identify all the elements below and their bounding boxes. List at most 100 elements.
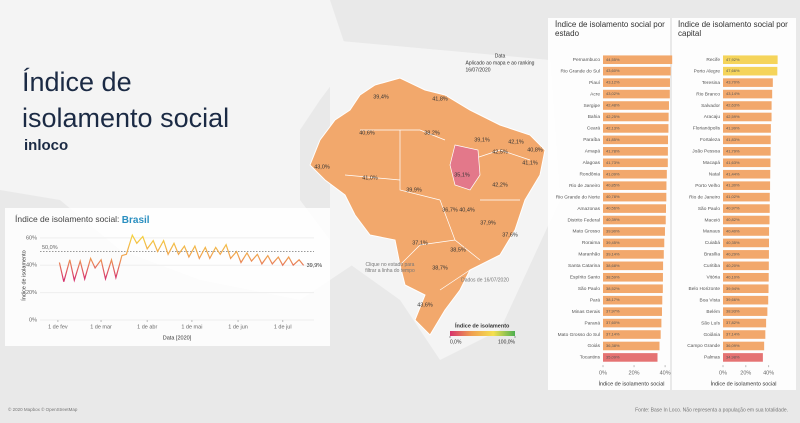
bar [723,318,767,328]
category-label: Paraíba [583,137,600,143]
map-label: 35,1% [454,172,470,178]
category-label: Natal [709,171,720,177]
x-tick-label: 40% [660,371,671,377]
category-label: Rondônia [579,171,600,177]
value-label: 40,56% [606,206,620,211]
category-label: Goiânia [703,332,720,338]
bar [603,318,662,328]
bar [603,227,665,236]
category-label: Ceará [587,126,600,132]
bar [603,307,662,316]
category-label: Pernambuco [573,57,601,63]
value-label: 41,78% [606,148,620,153]
value-label: 36,38% [606,343,620,348]
title-box: Índice de isolamento social por estado [555,20,665,38]
category-label: Brasília [704,252,720,258]
value-label: 47,66% [726,68,740,73]
value-label: 40,29% [726,251,740,256]
value-label: 37,60% [606,320,620,325]
category-label: Fortaleza [700,137,720,143]
bar [723,135,771,145]
value-label: 40,39% [606,217,620,222]
subtitle: inloco [24,137,68,154]
value-label: 43,70% [726,80,740,85]
value-label: 39,94% [726,286,740,291]
y-tick-label: 60% [26,235,37,241]
map-label: 37,6% [502,232,518,238]
note: Data [495,53,506,59]
value-label: 41,73% [606,160,620,165]
bar [723,112,772,122]
value-label: 43,14% [726,91,740,96]
title-line: isolamento social [22,103,229,133]
category-label: Rio Grande do Norte [556,194,601,200]
value-label: 38,93% [726,309,740,314]
x-tick-label: 1 de jul [274,324,292,330]
value-label: 39,90% [606,229,620,234]
category-label: Amapá [585,149,601,155]
bar [723,330,766,339]
category-label: Mato Grosso do Sul [558,332,600,338]
x-tick-label: 1 de jun [228,324,248,330]
value-label: 37,14% [726,332,740,337]
value-label: 40,40% [726,229,740,234]
bar [603,295,663,305]
value-label: 41,99% [726,125,740,130]
map-label: 39,1% [474,137,490,143]
legend-title: Índice de isolamento [455,321,510,329]
line [58,233,305,283]
x-tick-label: 40% [763,371,774,377]
y-tick-label: 20% [26,290,37,296]
bar [603,169,667,179]
bar [603,284,663,294]
category-label: Porto Velho [695,183,720,189]
legend-tick-label: 0,0% [450,339,462,345]
value-label: 41,44% [726,171,740,176]
country[interactable] [309,77,546,336]
bar [603,192,667,202]
map-label: 41,8% [432,96,448,102]
bar [603,353,658,362]
bar [603,66,671,76]
category-label: Belém [706,309,720,315]
bar [723,55,778,65]
bar [723,215,770,225]
value-label: 41,85% [606,137,620,142]
map-label: 38,7% [432,265,448,271]
value-label: 38,17% [606,297,620,302]
map-label: 42,2% [492,182,508,188]
value-label: 38,68% [606,263,620,268]
bar [723,147,771,156]
x-axis-label: Índice de isolamento social [598,381,664,388]
map-label: 37,9% [480,220,496,226]
category-label: Cuiabá [705,240,721,246]
value-label: 39,14% [606,251,620,256]
highlight-state[interactable] [449,144,481,191]
chart-title: Índice de isolamento social por estado [555,20,665,38]
category-label: Paraná [585,320,601,326]
chart-title-highlight: Brasil [122,215,150,226]
map-label: 41,1% [522,160,538,166]
category-label: Distrito Federal [567,217,600,223]
category-label: Sergipe [583,103,600,109]
value-label: 41,63% [726,160,740,165]
category-label: Bahia [588,114,601,120]
category-label: Minas Gerais [572,309,601,315]
value-label: 41,09% [606,171,620,176]
value-label: 40,82% [726,217,740,222]
bar [723,89,773,99]
category-label: Porto Alegre [694,68,721,74]
note: Dados de 16/07/2020 [461,277,509,283]
category-label: João Pessoa [692,149,720,155]
category-label: Roraima [582,240,600,246]
map-label: 40,6% [359,130,375,136]
category-label: Macapá [703,160,720,166]
bar [723,353,763,362]
map-label: 40,4% [459,207,475,213]
bar [723,169,771,179]
category-label: Piauí [589,80,601,86]
value-label: 40,20% [726,263,740,268]
category-label: Manaus [703,229,721,235]
y-axis-label: Índice de isolamento [20,250,27,300]
x-axis-label: Índice de isolamento social [710,381,776,388]
